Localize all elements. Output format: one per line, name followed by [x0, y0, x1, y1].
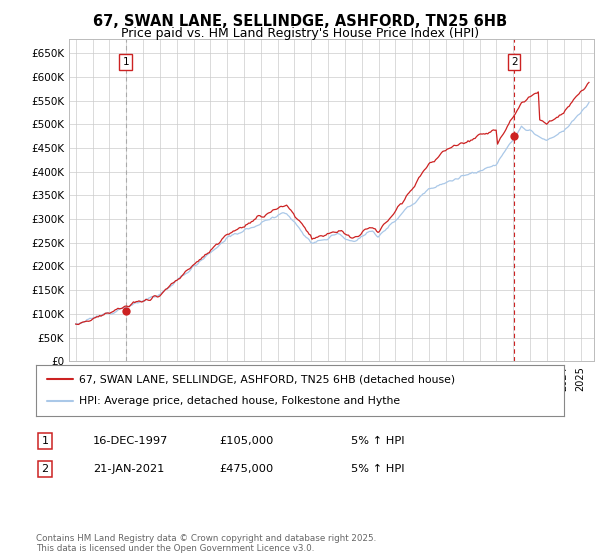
Text: Price paid vs. HM Land Registry's House Price Index (HPI): Price paid vs. HM Land Registry's House …: [121, 27, 479, 40]
Text: 1: 1: [41, 436, 49, 446]
Text: Contains HM Land Registry data © Crown copyright and database right 2025.
This d: Contains HM Land Registry data © Crown c…: [36, 534, 376, 553]
Text: HPI: Average price, detached house, Folkestone and Hythe: HPI: Average price, detached house, Folk…: [79, 396, 400, 407]
Text: 5% ↑ HPI: 5% ↑ HPI: [351, 436, 404, 446]
Text: 2: 2: [511, 57, 517, 67]
Text: 2: 2: [41, 464, 49, 474]
Text: 1: 1: [122, 57, 129, 67]
Text: 21-JAN-2021: 21-JAN-2021: [93, 464, 164, 474]
Text: £475,000: £475,000: [219, 464, 273, 474]
Text: 5% ↑ HPI: 5% ↑ HPI: [351, 464, 404, 474]
Text: 16-DEC-1997: 16-DEC-1997: [93, 436, 169, 446]
Text: 67, SWAN LANE, SELLINDGE, ASHFORD, TN25 6HB (detached house): 67, SWAN LANE, SELLINDGE, ASHFORD, TN25 …: [79, 374, 455, 384]
Text: 67, SWAN LANE, SELLINDGE, ASHFORD, TN25 6HB: 67, SWAN LANE, SELLINDGE, ASHFORD, TN25 …: [93, 14, 507, 29]
Text: £105,000: £105,000: [219, 436, 274, 446]
